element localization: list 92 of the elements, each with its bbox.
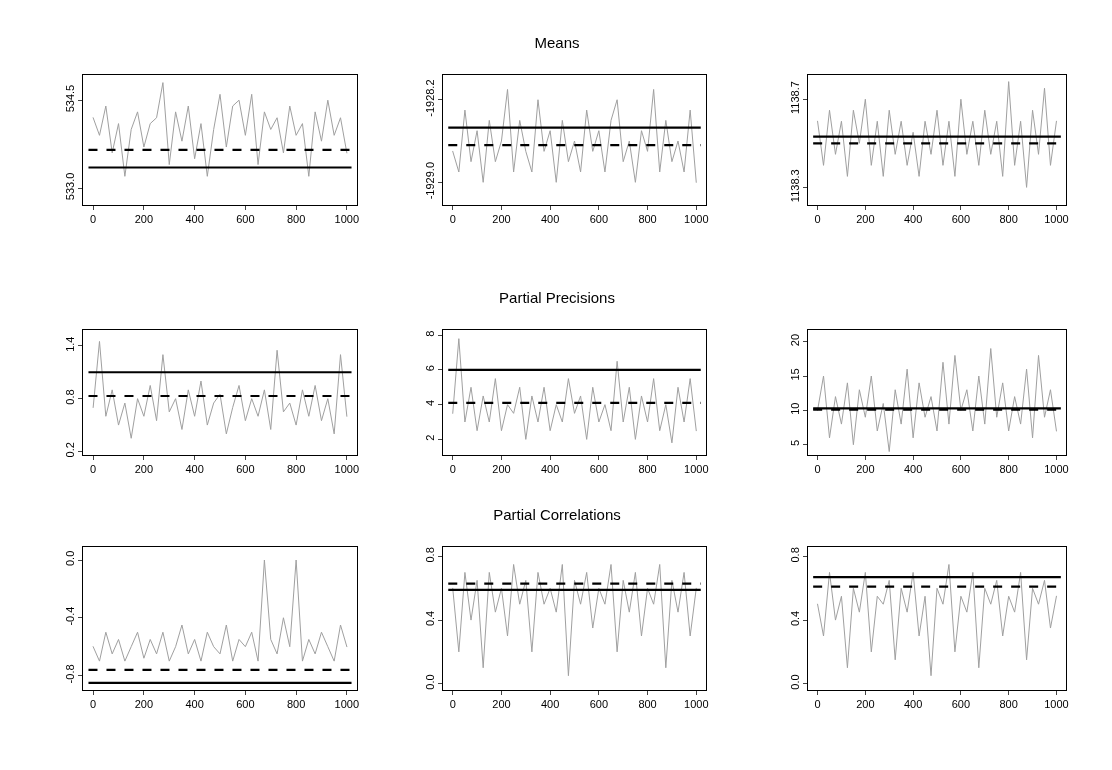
- x-tick-label: 200: [856, 463, 875, 476]
- y-tick-label: 0.0: [423, 674, 436, 690]
- x-tick-label: 1000: [334, 463, 360, 476]
- x-tick-label: 600: [236, 213, 255, 226]
- x-tick-label: 400: [903, 213, 923, 226]
- y-tick-label: 10: [788, 402, 801, 415]
- y-tick-label: 0.8: [788, 547, 801, 563]
- y-tick-label: 8: [423, 330, 436, 337]
- x-tick-label: 600: [589, 698, 609, 711]
- x-tick-label: 800: [638, 213, 657, 226]
- y-tick-label: 0.8: [63, 389, 76, 405]
- x-tick-label: 200: [856, 213, 875, 226]
- x-tick-label: 800: [999, 213, 1018, 226]
- x-tick-label: 1000: [1044, 463, 1069, 476]
- x-tick-label: 1000: [334, 213, 360, 226]
- y-tick-label: -1929.0: [423, 161, 436, 200]
- line-series: [452, 338, 697, 444]
- y-tick-label: 1138.7: [788, 81, 801, 114]
- chart-title: Means: [534, 34, 580, 52]
- line-series: [817, 563, 1057, 677]
- x-tick-label: 600: [951, 463, 971, 476]
- line-series: [817, 81, 1057, 188]
- x-tick-label: 0: [90, 698, 97, 711]
- x-tick-label: 1000: [1044, 698, 1069, 711]
- x-tick-label: 400: [540, 213, 560, 226]
- line-series: [92, 340, 348, 439]
- x-tick-label: 200: [134, 698, 154, 711]
- x-tick-label: 800: [638, 463, 657, 476]
- x-tick-label: 800: [999, 698, 1018, 711]
- x-tick-label: 0: [449, 698, 456, 711]
- x-tick-label: 200: [492, 698, 511, 711]
- x-tick-label: 200: [492, 463, 511, 476]
- line-series: [92, 82, 348, 177]
- line-series: [92, 559, 348, 662]
- chart-title: Partial Correlations: [493, 506, 621, 524]
- x-tick-label: 400: [903, 698, 923, 711]
- y-tick-label: -0.8: [63, 664, 76, 684]
- y-tick-label: -0.4: [63, 606, 76, 626]
- x-tick-label: 0: [90, 463, 97, 476]
- line-series: [817, 348, 1057, 453]
- x-tick-label: 400: [185, 463, 204, 476]
- x-tick-label: 0: [449, 213, 456, 226]
- x-tick-label: 0: [814, 213, 821, 226]
- y-tick-label: 6: [423, 365, 436, 372]
- line-series: [452, 88, 697, 183]
- x-tick-label: 800: [999, 463, 1018, 476]
- x-tick-label: 600: [951, 698, 971, 711]
- y-tick-label: 1138.3: [788, 169, 801, 203]
- x-tick-label: 400: [903, 463, 923, 476]
- chart-title: Partial Precisions: [499, 289, 615, 307]
- x-tick-label: 0: [449, 463, 456, 476]
- x-tick-label: 400: [185, 698, 204, 711]
- x-tick-label: 0: [90, 213, 97, 226]
- y-tick-label: 0.0: [788, 674, 801, 690]
- x-tick-label: 1000: [684, 698, 709, 711]
- x-tick-label: 400: [540, 698, 560, 711]
- x-tick-label: 0: [814, 698, 821, 711]
- y-tick-label: 534.5: [63, 84, 76, 113]
- x-tick-label: 200: [134, 213, 154, 226]
- x-tick-label: 600: [589, 213, 609, 226]
- x-tick-label: 0: [814, 463, 821, 476]
- x-tick-label: 800: [286, 213, 306, 226]
- x-tick-label: 600: [951, 213, 971, 226]
- y-tick-label: 20: [788, 333, 801, 347]
- x-tick-label: 200: [856, 698, 875, 711]
- x-tick-label: 200: [492, 213, 511, 226]
- x-tick-label: 1000: [684, 463, 709, 476]
- y-tick-label: 0.4: [788, 610, 801, 627]
- x-tick-label: 1000: [1044, 213, 1069, 226]
- y-tick-label: 1.4: [63, 336, 76, 352]
- y-tick-label: 533.0: [63, 172, 76, 201]
- y-tick-label: 0.0: [63, 550, 76, 566]
- y-tick-label: 0.8: [423, 547, 436, 563]
- y-tick-label: 4: [423, 399, 436, 407]
- y-tick-label: -1928.2: [423, 79, 436, 117]
- x-tick-label: 1000: [684, 213, 709, 226]
- x-tick-label: 600: [236, 463, 255, 476]
- x-tick-label: 400: [540, 463, 560, 476]
- y-tick-label: 2: [423, 434, 436, 441]
- y-tick-label: 5: [788, 439, 801, 447]
- x-tick-label: 600: [236, 698, 255, 711]
- x-tick-label: 800: [286, 698, 306, 711]
- line-series: [452, 563, 697, 677]
- x-tick-label: 600: [589, 463, 609, 476]
- x-tick-label: 800: [286, 463, 306, 476]
- x-tick-label: 400: [185, 213, 204, 226]
- x-tick-label: 1000: [334, 698, 360, 711]
- y-tick-label: 15: [788, 368, 801, 381]
- x-tick-label: 800: [638, 698, 657, 711]
- y-tick-label: 0.4: [423, 610, 436, 627]
- x-tick-label: 200: [134, 463, 154, 476]
- y-tick-label: 0.2: [63, 442, 76, 458]
